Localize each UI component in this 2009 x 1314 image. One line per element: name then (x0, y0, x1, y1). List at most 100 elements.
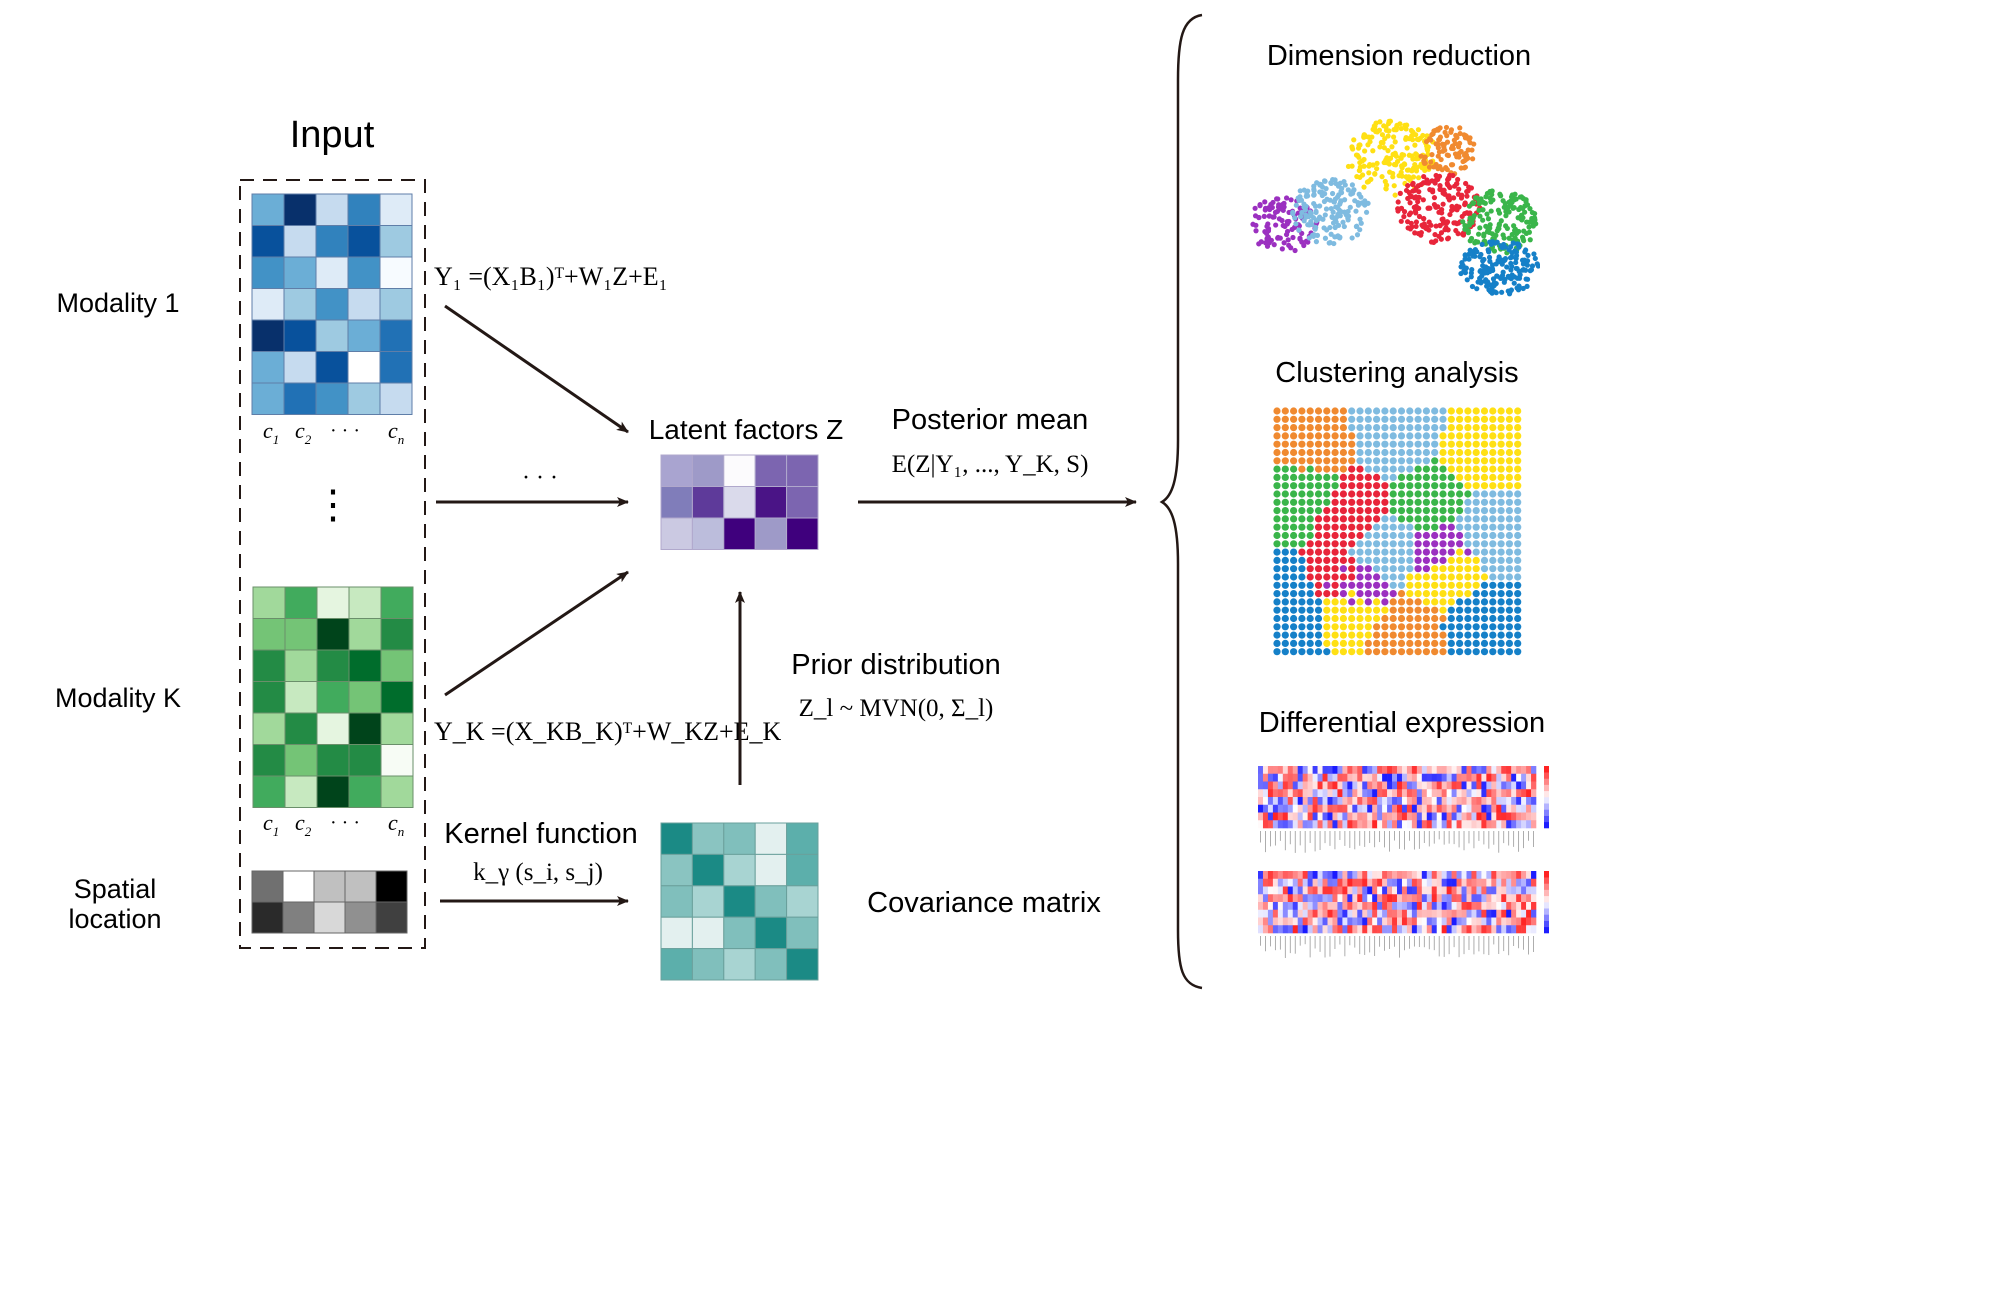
de-cell (1511, 878, 1517, 887)
de-cell (1282, 789, 1289, 798)
cluster-spot (1298, 415, 1306, 423)
cluster-spot (1472, 465, 1480, 473)
umap-point (1281, 200, 1287, 206)
heatmap-cell (691, 948, 725, 981)
cluster-spot (1497, 606, 1505, 614)
cluster-spot (1422, 473, 1430, 481)
umap-point (1465, 188, 1471, 194)
de-cell (1377, 878, 1383, 887)
cluster-spot (1306, 432, 1314, 440)
cluster-spot (1414, 473, 1422, 481)
de-cell (1342, 789, 1348, 798)
de-cell (1466, 766, 1472, 775)
cluster-spot (1414, 614, 1422, 623)
heatmap-cell (313, 870, 346, 903)
de-cell (1362, 781, 1368, 790)
cluster-spot (1389, 507, 1397, 515)
umap-point (1505, 204, 1511, 211)
cluster-spot (1406, 573, 1414, 581)
cluster-spot (1489, 473, 1497, 481)
cluster-spot (1314, 639, 1323, 648)
cluster-spot (1339, 473, 1347, 481)
de-cell (1297, 878, 1303, 887)
de-cell (1456, 789, 1462, 798)
de-cell (1416, 804, 1423, 813)
de-cell (1496, 878, 1502, 887)
de-cell (1446, 804, 1452, 813)
cluster-spot (1480, 581, 1489, 589)
cluster-spot (1514, 507, 1522, 515)
cluster-spot (1273, 523, 1281, 531)
cluster-spot (1281, 565, 1289, 573)
de-cell (1307, 820, 1313, 829)
umap-point (1321, 178, 1328, 184)
heatmap-cell (691, 822, 725, 855)
umap-point (1487, 195, 1493, 201)
cluster-spot (1472, 515, 1480, 523)
de-cell (1377, 871, 1383, 880)
de-cell (1382, 789, 1388, 798)
heatmap-cell (284, 681, 318, 714)
de-color-key (1544, 877, 1549, 884)
umap-point (1312, 203, 1319, 209)
de-cell (1446, 925, 1452, 934)
de-cell (1292, 804, 1299, 813)
de-cell (1337, 804, 1343, 813)
cluster-spot (1447, 424, 1455, 432)
heatmap-cell (660, 454, 693, 487)
de-cell (1372, 894, 1378, 903)
de-cell (1401, 909, 1408, 918)
cluster-spot (1447, 448, 1455, 457)
de-cell (1406, 773, 1413, 782)
cluster-spot (1472, 540, 1480, 548)
de-cell (1282, 871, 1289, 880)
cluster-spot (1306, 440, 1314, 448)
cluster-spot (1273, 407, 1281, 415)
umap-point (1498, 275, 1504, 281)
cluster-spot (1497, 523, 1505, 531)
cluster-spot (1456, 465, 1464, 473)
de-cell (1451, 894, 1457, 903)
cluster-spot (1439, 590, 1447, 598)
cluster-spot (1323, 515, 1331, 523)
cluster-spot (1422, 424, 1430, 432)
cluster-spot (1447, 457, 1455, 465)
umap-point (1355, 199, 1361, 206)
umap-point (1431, 164, 1437, 170)
cluster-spot (1339, 457, 1347, 465)
umap-point (1357, 159, 1363, 166)
de-cell (1312, 789, 1318, 798)
de-cell (1267, 909, 1274, 918)
de-cell (1476, 781, 1482, 790)
umap-point (1502, 244, 1508, 250)
cluster-spot (1348, 556, 1356, 565)
cluster-spot (1406, 482, 1414, 490)
umap-point (1320, 216, 1326, 222)
de-cell (1377, 902, 1383, 911)
umap-point (1404, 122, 1410, 128)
umap-point (1462, 265, 1469, 271)
de-cell (1362, 804, 1368, 813)
cluster-spot (1422, 498, 1430, 506)
heatmap-cell (348, 744, 382, 777)
cluster-spot (1273, 424, 1281, 432)
umap-point (1451, 195, 1457, 201)
de-cell (1436, 773, 1442, 782)
de-cell (1506, 789, 1512, 798)
cluster-spot (1505, 556, 1513, 565)
de-cell (1258, 871, 1264, 880)
cluster-spot (1464, 556, 1472, 565)
cluster-spot (1389, 540, 1397, 548)
cluster-spot (1273, 598, 1281, 606)
umap-point (1367, 161, 1373, 168)
de-cell (1347, 925, 1353, 934)
de-cell (1446, 766, 1452, 775)
umap-point (1437, 125, 1443, 131)
horizontal-ellipsis: · · · (522, 465, 558, 491)
de-cell (1327, 925, 1333, 934)
cluster-spot (1431, 407, 1439, 415)
umap-point (1480, 217, 1486, 223)
cluster-spot (1431, 631, 1439, 639)
cluster-spot (1314, 565, 1323, 573)
cluster-spot (1456, 523, 1464, 531)
